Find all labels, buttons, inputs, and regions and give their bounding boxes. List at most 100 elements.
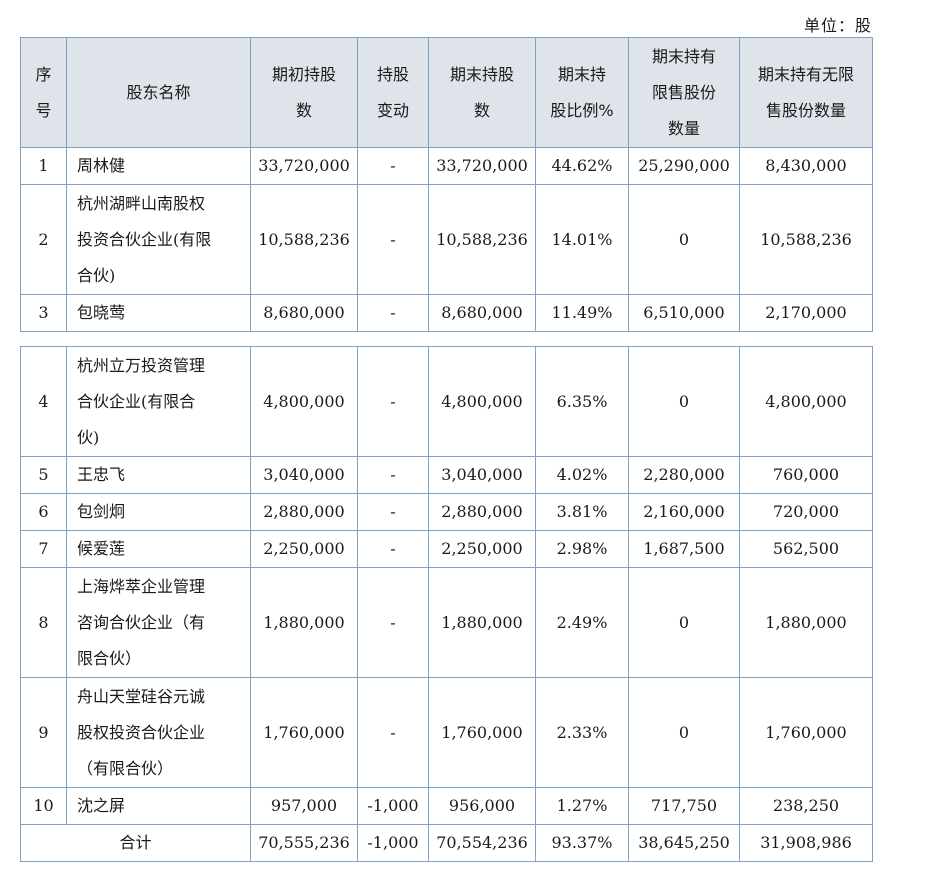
cell-restricted: 2,280,000 [628, 456, 740, 494]
cell-end: 10,588,236 [428, 184, 536, 295]
cell-change: - [357, 456, 429, 494]
cell-begin: 4,800,000 [250, 346, 358, 457]
cell-ratio: 6.35% [535, 346, 629, 457]
header-unrestricted: 期末持有无限 售股份数量 [739, 37, 873, 148]
total-restricted: 38,645,250 [628, 824, 740, 862]
cell-unrestricted: 10,588,236 [739, 184, 873, 295]
cell-unrestricted: 1,880,000 [739, 567, 873, 678]
name-line: （有限合伙） [77, 758, 174, 778]
header-change: 持股 变动 [357, 37, 429, 148]
cell-no: 5 [20, 456, 67, 494]
cell-restricted: 0 [628, 677, 740, 788]
cell-restricted: 0 [628, 184, 740, 295]
cell-ratio: 4.02% [535, 456, 629, 494]
cell-change: - [357, 294, 429, 332]
cell-end: 1,880,000 [428, 567, 536, 678]
cell-end: 3,040,000 [428, 456, 536, 494]
table-row: 8 上海烨萃企业管理 咨询合伙企业（有 限合伙） 1,880,000-1,880,000… [20, 567, 873, 678]
header-line: 期末持股 [449, 64, 514, 84]
cell-ratio: 11.49% [535, 294, 629, 332]
cell-restricted: 0 [628, 346, 740, 457]
total-row: 合计 70,555,236 -1,000 70,554,236 93.37% 38,645… [20, 824, 873, 862]
name-line: 合伙企业(有限合 [77, 391, 196, 411]
name-line: 合伙) [77, 265, 116, 285]
cell-ratio: 2.33% [535, 677, 629, 788]
cell-unrestricted: 562,500 [739, 530, 873, 568]
cell-restricted: 6,510,000 [628, 294, 740, 332]
cell-name: 王忠飞 [66, 456, 251, 494]
cell-no: 10 [20, 787, 67, 825]
cell-ratio: 2.49% [535, 567, 629, 678]
cell-unrestricted: 8,430,000 [739, 147, 873, 185]
cell-name: 上海烨萃企业管理 咨询合伙企业（有 限合伙） [66, 567, 251, 678]
total-ratio: 93.37% [535, 824, 629, 862]
header-line: 持股 [376, 64, 409, 84]
cell-change: - [357, 184, 429, 295]
cell-name: 候爱莲 [66, 530, 251, 568]
cell-restricted: 1,687,500 [628, 530, 740, 568]
header-line: 数量 [667, 118, 700, 138]
header-end: 期末持股数 [428, 37, 536, 148]
cell-begin: 3,040,000 [250, 456, 358, 494]
cell-name: 舟山天堂硅谷元诚 股权投资合伙企业 （有限合伙） [66, 677, 251, 788]
header-line: 期初持股 [271, 64, 336, 84]
name-line: 候爱莲 [77, 539, 126, 558]
cell-unrestricted: 2,170,000 [739, 294, 873, 332]
cell-restricted: 25,290,000 [628, 147, 740, 185]
table-row: 4 杭州立万投资管理 合伙企业(有限合 伙) 4,800,000-4,800,000 6.… [20, 346, 873, 457]
total-label: 合计 [20, 824, 251, 862]
cell-change: -1,000 [357, 787, 429, 825]
header-line: 数 [295, 100, 312, 120]
cell-end: 2,880,000 [428, 493, 536, 531]
cell-restricted: 2,160,000 [628, 493, 740, 531]
name-line: 包晓莺 [77, 303, 126, 322]
name-line: 咨询合伙企业（有 [77, 612, 206, 632]
cell-no: 6 [20, 493, 67, 531]
cell-ratio: 2.98% [535, 530, 629, 568]
cell-end: 2,250,000 [428, 530, 536, 568]
table-row: 7 候爱莲 2,250,000-2,250,000 2.98% 1,687,500 562… [20, 530, 873, 568]
cell-unrestricted: 238,250 [739, 787, 873, 825]
header-restricted: 期末持有 限售股份 数量 [628, 37, 740, 148]
table-row: 3 包晓莺 8,680,000-8,680,000 11.49% 6,510,000 2,… [20, 294, 873, 332]
name-line: 包剑炯 [77, 502, 126, 521]
cell-begin: 33,720,000 [250, 147, 358, 185]
header-line: 股比例% [550, 100, 614, 120]
cell-no: 3 [20, 294, 67, 332]
header-line: 期末持 [557, 64, 606, 84]
cell-unrestricted: 720,000 [739, 493, 873, 531]
cell-begin: 957,000 [250, 787, 358, 825]
cell-ratio: 1.27% [535, 787, 629, 825]
name-line: 股权投资合伙企业 [77, 722, 206, 742]
total-end: 70,554,236 [428, 824, 536, 862]
cell-change: - [357, 567, 429, 678]
cell-restricted: 717,750 [628, 787, 740, 825]
header-line: 限售股份 [651, 82, 716, 102]
cell-ratio: 44.62% [535, 147, 629, 185]
name-line: 舟山天堂硅谷元诚 [77, 686, 206, 706]
header-line: 数 [473, 100, 490, 120]
cell-change: - [357, 147, 429, 185]
cell-no: 2 [20, 184, 67, 295]
table-row: 1 周林健 33,720,000-33,720,000 44.62% 25,290,00… [20, 147, 873, 185]
cell-begin: 8,680,000 [250, 294, 358, 332]
cell-change: - [357, 493, 429, 531]
header-row: 序号 股东名称 期初持股数 持股 变动 期末持股数 期末持 股比例% 期末持有 限售股… [20, 37, 873, 148]
name-line: 限合伙） [77, 648, 142, 668]
cell-no: 8 [20, 567, 67, 678]
cell-end: 4,800,000 [428, 346, 536, 457]
shareholder-table-part-1: 序号 股东名称 期初持股数 持股 变动 期末持股数 期末持 股比例% 期末持有 限售股… [20, 37, 873, 332]
cell-no: 7 [20, 530, 67, 568]
unit-label: 单位：股 [803, 16, 872, 35]
cell-unrestricted: 760,000 [739, 456, 873, 494]
cell-unrestricted: 4,800,000 [739, 346, 873, 457]
cell-name: 沈之屏 [66, 787, 251, 825]
header-line: 变动 [376, 100, 409, 120]
cell-end: 33,720,000 [428, 147, 536, 185]
name-line: 杭州立万投资管理 [77, 355, 206, 375]
cell-change: - [357, 346, 429, 457]
cell-name: 包晓莺 [66, 294, 251, 332]
cell-begin: 1,880,000 [250, 567, 358, 678]
cell-begin: 2,880,000 [250, 493, 358, 531]
table-row: 5 王忠飞 3,040,000-3,040,000 4.02% 2,280,000 760… [20, 456, 873, 494]
